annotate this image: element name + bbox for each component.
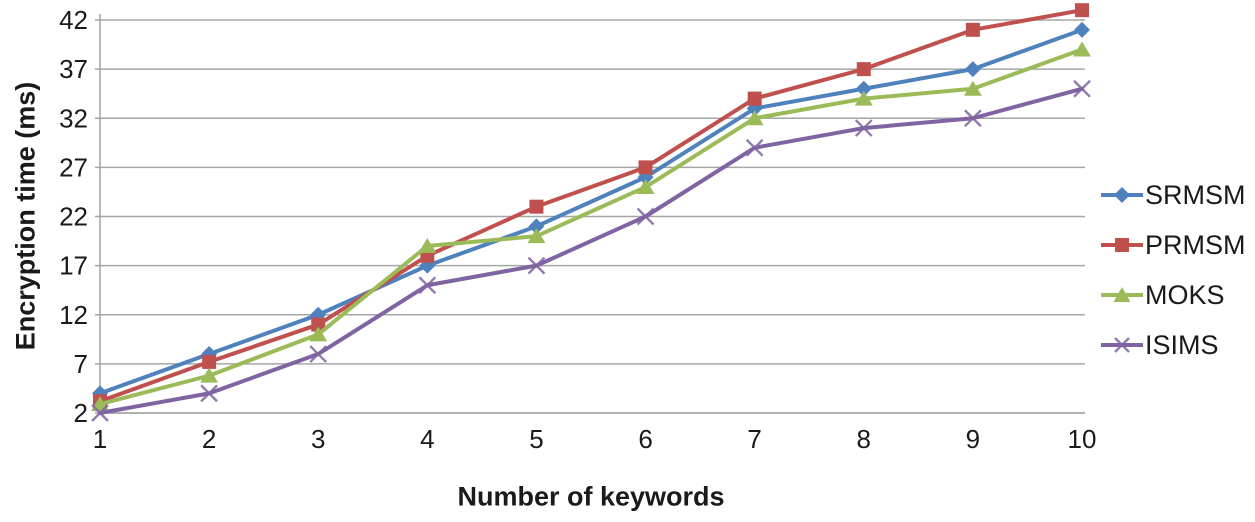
data-point-square [638, 160, 653, 175]
x-tick-label: 9 [966, 424, 980, 454]
data-point-x [527, 256, 546, 275]
data-point-x [854, 119, 873, 137]
data-point-square [529, 199, 544, 214]
y-tick-label: 7 [74, 349, 88, 379]
x-tick-label: 4 [420, 424, 434, 454]
legend-item-moks: MOKS [1100, 280, 1246, 310]
data-point-triangle [1073, 41, 1091, 57]
data-point-diamond [964, 61, 981, 78]
series-line-prmsm [98, 8, 1084, 404]
x-tick-label: 5 [529, 424, 543, 454]
data-point-triangle [527, 228, 546, 244]
data-point-triangle [636, 179, 655, 195]
data-point-square [965, 22, 980, 37]
y-tick-label: 17 [59, 251, 88, 281]
legend-square-icon [1101, 238, 1143, 252]
legend-triangle-icon [1101, 287, 1143, 302]
series-line-isims [98, 86, 1084, 415]
data-point-x [91, 404, 109, 422]
y-tick-label: 2 [74, 398, 88, 428]
x-axis-title: Number of keywords [457, 481, 725, 512]
data-point-triangle [200, 367, 219, 383]
data-point-square [202, 354, 217, 369]
legend-x-icon [1101, 337, 1143, 353]
data-point-x [1073, 79, 1091, 98]
y-tick-label: 37 [59, 54, 88, 84]
y-axis-title: Encryption time (ms) [10, 81, 41, 351]
x-tick-label: 7 [747, 424, 761, 454]
data-point-x [636, 207, 655, 226]
data-point-square [856, 62, 871, 77]
x-tick-label: 2 [202, 424, 216, 454]
data-point-diamond [855, 80, 872, 97]
data-point-triangle [745, 110, 764, 126]
y-tick-label: 22 [59, 202, 88, 232]
y-tick-label: 27 [59, 152, 88, 182]
series-line-srmsm [98, 27, 1084, 396]
legend-diamond-icon [1101, 187, 1143, 203]
legend-label-prmsm: PRMSM [1145, 229, 1246, 260]
y-tick-label: 32 [59, 103, 88, 133]
legend-label-isims: ISIMS [1145, 329, 1219, 360]
legend-label-srmsm: SRMSM [1145, 179, 1246, 210]
data-point-x [309, 345, 328, 363]
data-point-diamond [1074, 21, 1090, 38]
data-point-square [1075, 3, 1089, 18]
x-tick-label: 8 [857, 424, 871, 454]
y-tick-label: 42 [59, 5, 88, 35]
x-tick-label: 1 [93, 424, 107, 454]
data-point-diamond [528, 218, 545, 235]
legend-item-srmsm: SRMSM [1100, 180, 1246, 210]
x-tick-label: 3 [311, 424, 325, 454]
legend-item-prmsm: PRMSM [1100, 230, 1246, 260]
data-point-triangle [963, 80, 982, 96]
data-point-x [200, 384, 218, 403]
x-tick-label: 6 [638, 424, 652, 454]
data-point-x [964, 109, 982, 128]
data-point-square [747, 91, 762, 106]
data-point-x [745, 138, 764, 157]
legend-label-moks: MOKS [1145, 279, 1225, 310]
legend: SRMSM PRMSM MOKS ISIMS [1100, 180, 1246, 360]
data-point-square [311, 317, 326, 332]
y-tick-label: 12 [59, 300, 88, 330]
legend-item-isims: ISIMS [1100, 330, 1246, 360]
series-line-moks [98, 47, 1084, 407]
data-point-triangle [309, 326, 328, 342]
data-point-triangle [418, 237, 437, 253]
data-point-x [418, 276, 437, 295]
data-point-triangle [854, 90, 873, 106]
x-tick-label: 10 [1068, 424, 1097, 454]
